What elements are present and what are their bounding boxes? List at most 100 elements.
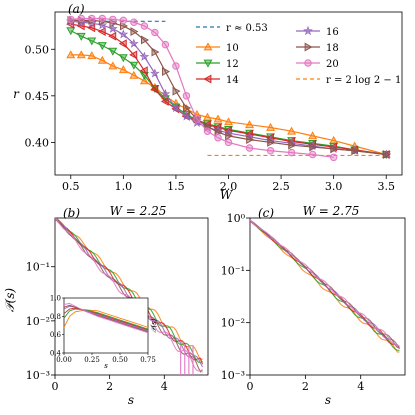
- legend-label: 12: [226, 59, 239, 70]
- panel-b-title: W = 2.25: [110, 204, 167, 218]
- data-point-L12: [66, 27, 76, 36]
- legend-marker: [203, 74, 212, 84]
- data-point-L18: [267, 137, 276, 147]
- data-point-L12: [118, 54, 128, 63]
- y-tick-label-b: 10⁻³: [26, 369, 50, 382]
- inset-x-tick-label: 0.00: [56, 356, 72, 364]
- x-tick-label-b: 4: [161, 380, 168, 393]
- data-point-L20: [245, 144, 254, 152]
- data-point-L20: [182, 92, 191, 100]
- data-point-L20: [67, 15, 75, 24]
- inset-y-tick-label: 0.4: [50, 350, 62, 358]
- legend-label: 20: [326, 59, 339, 70]
- data-point-L20: [172, 62, 180, 70]
- data-point-L10: [224, 117, 233, 126]
- data-point-L10: [76, 50, 86, 59]
- y-tick-label-c: 10⁻¹: [221, 264, 245, 277]
- y-axis-label-b: 𝒫(s): [3, 288, 17, 312]
- data-point-L12: [87, 37, 97, 46]
- data-point-L20: [130, 18, 138, 26]
- inset-line-L10: [63, 309, 149, 328]
- x-tick-label-b: 2: [106, 380, 113, 393]
- legend-label: r ≈ 0.53: [226, 23, 268, 34]
- data-point-L20: [161, 40, 170, 49]
- legend-marker: [303, 25, 313, 36]
- data-point-L14: [108, 31, 117, 41]
- inset-y-tick-label: 0.8: [50, 313, 61, 321]
- data-point-L16: [150, 68, 160, 78]
- data-point-L20: [109, 15, 117, 24]
- series-line-L18: [70, 19, 387, 156]
- data-point-L20: [224, 138, 233, 147]
- y-tick-label-a: 0.40: [25, 136, 50, 149]
- data-point-L14: [118, 39, 127, 49]
- x-tick-label-a: 2.0: [220, 180, 238, 193]
- panel-b-frame: [54, 217, 209, 376]
- data-point-L10: [245, 120, 254, 129]
- data-point-L18: [162, 67, 171, 77]
- y-tick-label-c: 10⁰: [227, 212, 246, 225]
- data-point-L10: [203, 112, 212, 121]
- data-point-L18: [172, 86, 181, 96]
- data-point-L14: [160, 96, 169, 106]
- data-point-L12: [76, 32, 86, 41]
- data-point-L18: [119, 21, 128, 31]
- data-point-L10: [139, 76, 149, 85]
- panel-c-frame: [249, 217, 406, 376]
- data-point-L10: [266, 122, 276, 131]
- data-point-L18: [130, 27, 139, 37]
- data-point-L14: [129, 50, 138, 60]
- series-line-L10: [70, 54, 387, 156]
- data-point-L18: [246, 135, 255, 145]
- data-point-L10: [66, 50, 76, 59]
- legend-label: 18: [326, 43, 339, 54]
- data-point-L12: [129, 61, 139, 70]
- series-line-b-L20: [55, 218, 203, 373]
- x-tick-label-c: 4: [357, 380, 364, 393]
- data-point-L18: [330, 144, 339, 154]
- y-tick-label-c: 10⁻²: [221, 317, 245, 330]
- data-point-L18: [183, 103, 192, 113]
- inset-x-tick-label: 0.50: [112, 356, 128, 364]
- data-point-L12: [108, 47, 118, 56]
- data-point-L20: [214, 134, 222, 142]
- x-tick-label-a: 1.0: [115, 180, 133, 193]
- data-point-L20: [266, 147, 275, 155]
- data-point-L18: [151, 47, 160, 57]
- panel-b: (b) W = 2.25 s 𝒫(s) 0 2 4 10⁻³ 10⁻² 10⁻¹ 0.00…: [3, 204, 209, 407]
- data-point-L20: [329, 153, 338, 162]
- x-tick-label-b: 0: [52, 380, 59, 393]
- x-axis-label-c: s: [325, 393, 331, 407]
- data-point-L20: [308, 150, 317, 159]
- data-point-L20: [88, 14, 96, 23]
- data-point-L20: [119, 16, 128, 25]
- legend-label: 10: [226, 43, 239, 54]
- x-tick-label-a: 2.5: [272, 180, 290, 193]
- y-tick-label-c: 10⁻³: [221, 369, 245, 382]
- panel-b-label: (b): [63, 206, 80, 220]
- data-point-L10: [308, 131, 318, 140]
- data-point-L16: [171, 102, 181, 113]
- x-axis-label-b: s: [128, 393, 134, 407]
- legend-marker: [203, 59, 213, 68]
- inset-y-label: 𝒫(s): [150, 318, 158, 332]
- data-point-L18: [141, 35, 150, 45]
- data-point-L10: [129, 70, 139, 79]
- inset-x-tick-label: 0.25: [84, 356, 100, 364]
- data-point-L20: [287, 148, 296, 157]
- data-point-L10: [97, 55, 107, 64]
- inset-x-tick-label: 0.75: [140, 356, 156, 364]
- legend-label: 14: [226, 75, 239, 86]
- data-point-L16: [118, 29, 129, 39]
- inset-y-tick-label: 1.0: [50, 295, 61, 303]
- x-tick-label-a: 3.0: [325, 180, 343, 193]
- data-point-L16: [139, 51, 150, 61]
- series-line-c-L20: [250, 219, 400, 347]
- panel-c: (c) W = 2.75 s 0 2 4 10⁻³ 10⁻² 10⁻¹ 10⁰: [221, 204, 406, 407]
- data-point-L10: [108, 61, 118, 70]
- data-point-L14: [97, 27, 106, 37]
- legend-label: r = 2 log 2 − 1: [326, 75, 401, 86]
- inset-b: 0.00 0.25 0.50 0.75 0.4 0.6 0.8 1.0 s 𝒫(s): [50, 295, 158, 371]
- data-point-L18: [288, 140, 297, 150]
- x-tick-label-c: 0: [247, 380, 254, 393]
